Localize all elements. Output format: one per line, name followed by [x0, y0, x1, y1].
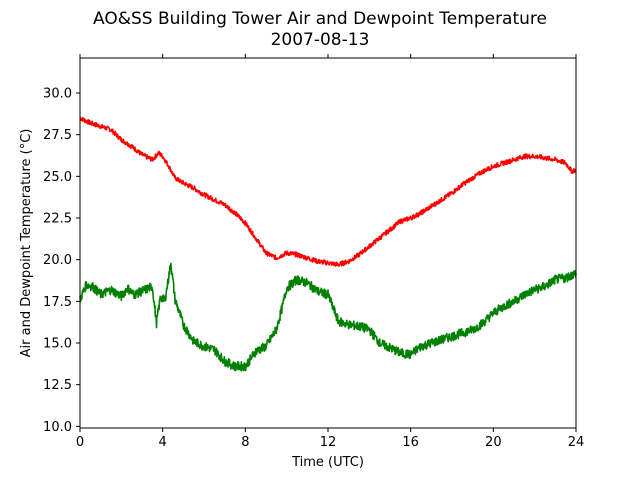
y-tick-label: 27.5: [43, 128, 72, 143]
y-tick-label: 17.5: [43, 295, 72, 310]
y-tick-label: 12.5: [43, 378, 72, 393]
chart-subtitle: 2007-08-13: [271, 30, 370, 50]
chart-title: AO&SS Building Tower Air and Dewpoint Te…: [93, 9, 547, 29]
y-tick-label: 30.0: [43, 87, 72, 102]
x-tick-label: 24: [568, 435, 585, 450]
y-tick-label: 25.0: [43, 170, 72, 185]
x-tick-label: 12: [320, 435, 337, 450]
x-axis-label: Time (UTC): [291, 455, 364, 470]
x-tick-label: 0: [76, 435, 84, 450]
y-tick-label: 15.0: [43, 337, 72, 352]
y-axis-label: Air and Dewpoint Temperature (°C): [19, 129, 34, 358]
y-tick-label: 20.0: [43, 253, 72, 268]
plot-area: 0 4 8 12 16 20 24 10.0 12.5 15.0 17.5 20.0 22.5 25.0 2…: [43, 54, 584, 450]
x-tick-label: 20: [485, 435, 502, 450]
x-tick-label: 8: [241, 435, 249, 450]
y-tick-label: 10.0: [43, 420, 72, 435]
x-tick-label: 16: [402, 435, 419, 450]
series-line-2: [79, 262, 577, 372]
axes-frame: [79, 57, 577, 429]
x-tick-label: 4: [159, 435, 167, 450]
y-tick-label: 22.5: [43, 212, 72, 227]
series-line-1: [79, 116, 577, 267]
